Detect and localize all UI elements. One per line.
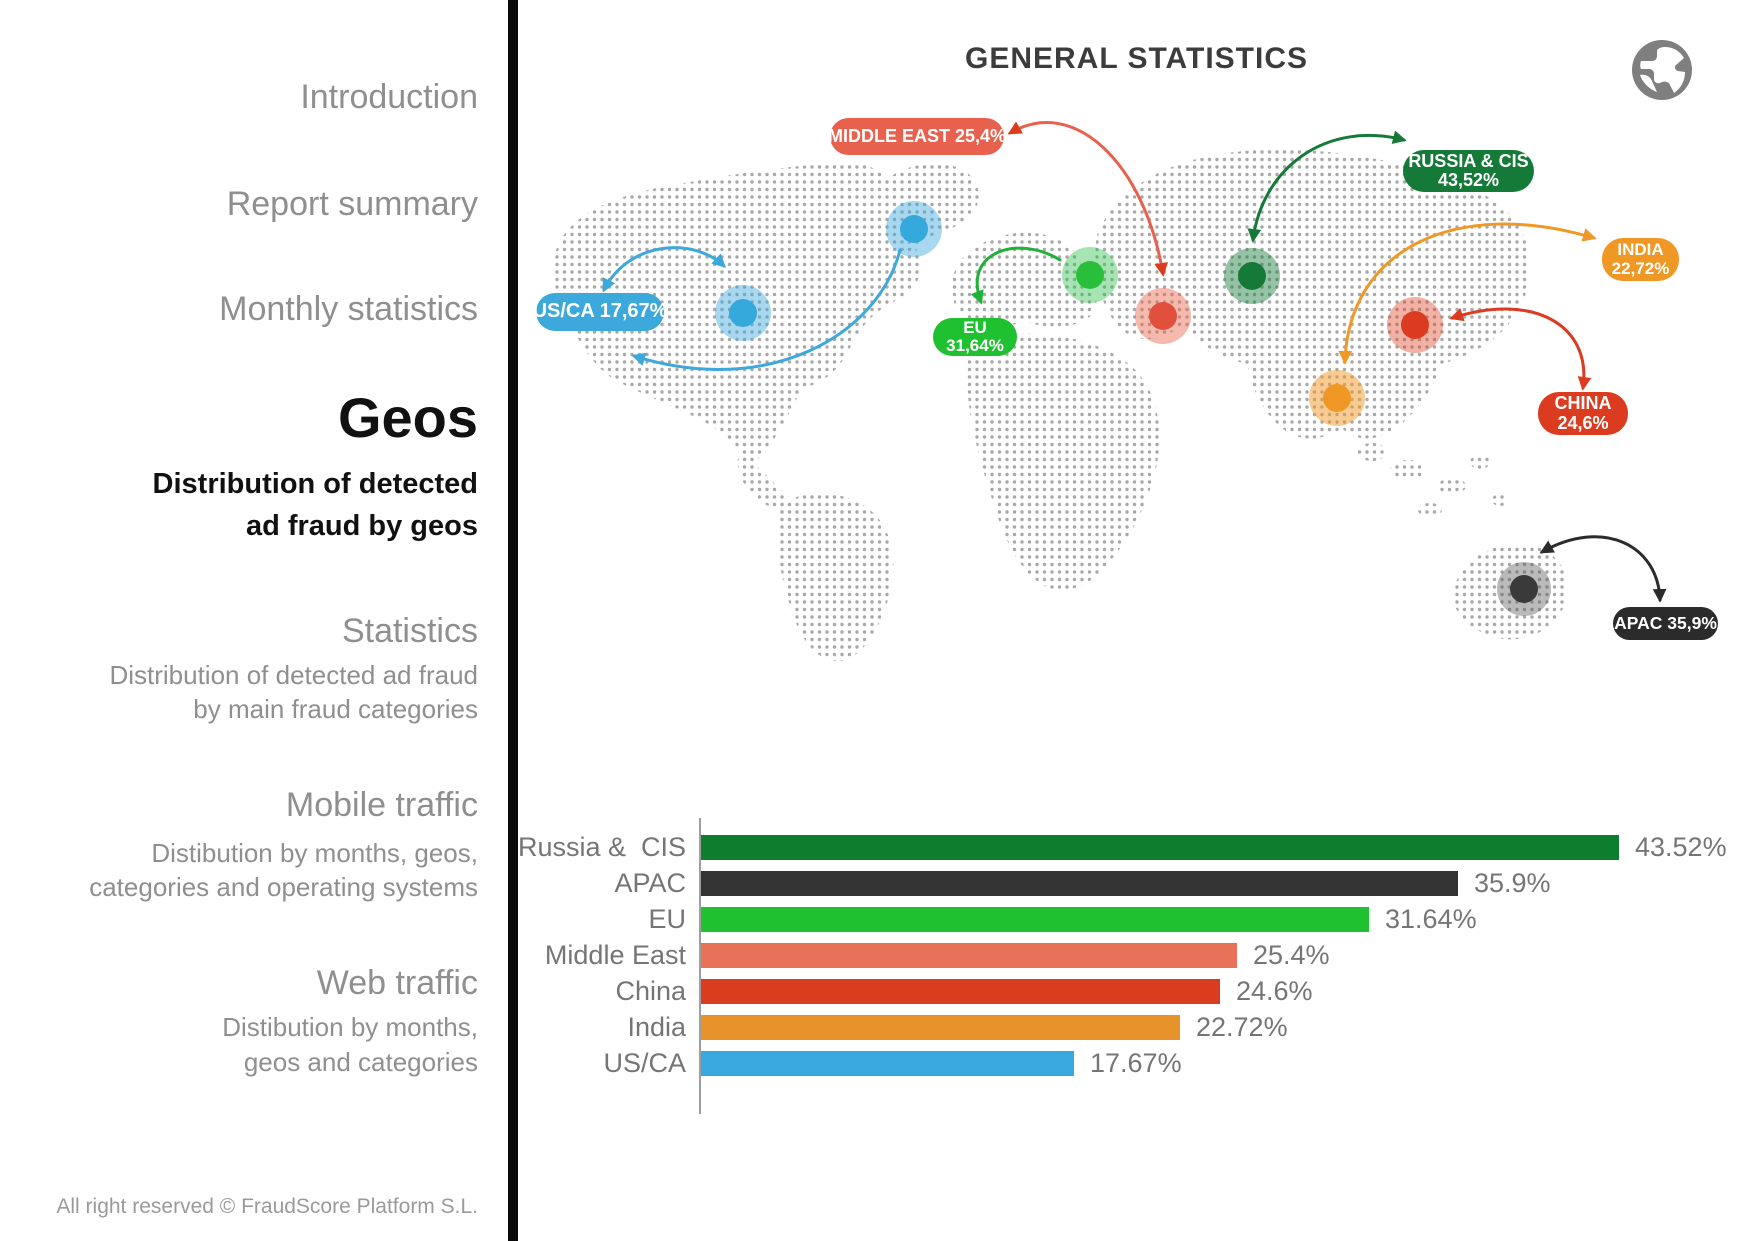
- bar-value-label: 24.6%: [1236, 976, 1313, 1006]
- callout-eu-region: EU: [963, 317, 987, 337]
- bar-middle-east: [701, 943, 1237, 968]
- bar-category-label: China: [615, 976, 686, 1006]
- bar-apac: [701, 871, 1458, 896]
- bar-category-label: US/CA: [603, 1048, 686, 1078]
- bar-value-label: 22.72%: [1196, 1012, 1288, 1042]
- callout-us-ca: US/CA 17,67%: [533, 293, 667, 331]
- callout-russia-cis-region: RUSSIA & CIS: [1408, 150, 1529, 171]
- callout-china-region: CHINA: [1554, 393, 1612, 414]
- sidebar-item-introduction[interactable]: Introduction: [300, 78, 478, 116]
- bar-india: [701, 1015, 1180, 1040]
- web-traffic-desc-line2: geos and categories: [243, 1047, 478, 1077]
- callout-apac-label: APAC 35,9%: [1614, 613, 1717, 634]
- bar-eu: [701, 907, 1369, 932]
- geos-title: Geos: [337, 386, 478, 449]
- bar-value-label: 25.4%: [1253, 940, 1330, 970]
- geos-subtitle-line2: ad fraud by geos: [245, 510, 478, 542]
- callout-us-ca-label: US/CA 17,67%: [532, 300, 668, 323]
- callout-india-region: INDIA: [1617, 240, 1664, 260]
- sidebar-item-report-summary[interactable]: Report summary: [226, 185, 478, 223]
- globe-icon: [1632, 40, 1692, 100]
- vertical-divider: [508, 0, 518, 1241]
- bar-category-label: Russia & CIS: [518, 832, 687, 862]
- bar-category-label: Middle East: [544, 940, 686, 970]
- bar-category-label: APAC: [614, 868, 686, 898]
- copyright-text: All right reserved © FraudScore Platform…: [56, 1195, 478, 1218]
- web-traffic-title: Web traffic: [316, 964, 478, 1002]
- bar-value-label: 17.67%: [1090, 1048, 1182, 1078]
- sidebar: Introduction Report summary Monthly stat…: [0, 0, 508, 1241]
- mobile-traffic-desc-line2: categories and operating systems: [89, 872, 478, 902]
- web-traffic-desc-line1: Distibution by months,: [222, 1012, 478, 1042]
- statistics-title: Statistics: [341, 612, 478, 650]
- statistics-desc-line2: by main fraud categories: [193, 694, 478, 724]
- chart-axis: [699, 818, 701, 1114]
- callout-russia-cis: RUSSIA & CIS 43,52%: [1403, 150, 1534, 192]
- bar-value-label: 35.9%: [1474, 868, 1551, 898]
- geos-subtitle-line1: Distribution of detected: [152, 468, 478, 500]
- bar-china: [701, 979, 1220, 1004]
- bar-category-label: India: [627, 1012, 686, 1042]
- main-content: GENERAL STATISTICS: [518, 0, 1755, 1241]
- callout-middle-east: MIDDLE EAST 25,4%: [827, 118, 1007, 155]
- bar-category-label: EU: [648, 904, 686, 934]
- callout-russia-cis-value: 43,52%: [1437, 170, 1500, 190]
- callout-eu: EU 31,64%: [933, 318, 1017, 356]
- callout-apac: APAC 35,9%: [1613, 607, 1718, 640]
- bar-us-ca: [701, 1051, 1074, 1076]
- callout-china-value: 24,6%: [1557, 412, 1609, 433]
- bar-value-label: 31.64%: [1385, 904, 1477, 934]
- page-title: GENERAL STATISTICS: [964, 42, 1309, 75]
- callout-india: INDIA 22,72%: [1602, 238, 1679, 281]
- statistics-desc-line1: Distribution of detected ad fraud: [109, 660, 478, 690]
- sidebar-item-monthly-statistics[interactable]: Monthly statistics: [219, 290, 478, 328]
- callout-china: CHINA 24,6%: [1538, 392, 1628, 435]
- callout-eu-value: 31,64%: [946, 336, 1004, 355]
- bar-russia-cis: [701, 835, 1619, 860]
- callout-middle-east-label: MIDDLE EAST 25,4%: [827, 125, 1007, 146]
- callout-india-value: 22,72%: [1611, 258, 1670, 278]
- mobile-traffic-desc-line1: Distibution by months, geos,: [151, 838, 478, 868]
- bar-value-label: 43.52%: [1635, 832, 1727, 862]
- mobile-traffic-title: Mobile traffic: [285, 786, 478, 824]
